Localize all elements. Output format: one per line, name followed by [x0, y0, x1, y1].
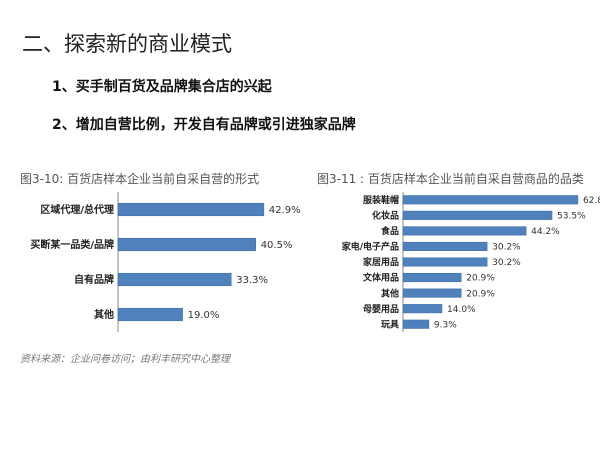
value-label: 20.9%	[466, 274, 495, 284]
bar	[402, 257, 488, 267]
category-label: 家居用品	[363, 256, 399, 268]
bar	[402, 304, 443, 314]
category-label: 化妆品	[372, 209, 399, 221]
category-label: 自有品牌	[74, 273, 114, 286]
category-label: 文体用品	[362, 272, 399, 284]
bar	[402, 273, 462, 283]
value-label: 30.2%	[492, 258, 521, 268]
bullet-point: 1、买手制百货及品牌集合店的兴起	[52, 79, 272, 95]
category-label: 服装鞋帽	[363, 194, 399, 206]
bar	[117, 272, 232, 287]
value-label: 62.8%	[583, 196, 600, 206]
bar	[402, 288, 462, 298]
bullet-point: 2、增加自营比例，开发自有品牌或引进独家品牌	[52, 117, 356, 133]
value-label: 19.0%	[188, 310, 220, 321]
category-label: 玩具	[381, 319, 399, 330]
value-label: 9.3%	[434, 320, 457, 330]
value-label: 40.5%	[261, 240, 293, 251]
bar	[402, 319, 430, 329]
bar-chart-categories: 服装鞋帽 62.8% 化妆品 53.5% 食品 44.2% 家电/电子产品 30.2% 家居用品…	[342, 192, 600, 332]
value-label: 14.0%	[447, 305, 476, 315]
bar	[402, 241, 488, 251]
chart-title: 图3-10: 百货店样本企业当前自采自营的形式	[20, 172, 260, 186]
bar	[402, 210, 553, 220]
slide-title: 二、探索新的商业模式	[22, 32, 232, 56]
bar	[117, 237, 256, 252]
value-label: 53.5%	[557, 211, 586, 221]
category-label: 食品	[380, 225, 399, 237]
category-label: 买断某一品类/品牌	[30, 238, 114, 251]
bar	[402, 195, 579, 205]
category-label: 区域代理/总代理	[40, 203, 114, 216]
value-label: 44.2%	[531, 227, 560, 237]
value-label: 20.9%	[466, 289, 495, 299]
value-label: 42.9%	[269, 205, 301, 216]
bar	[117, 307, 183, 322]
value-label: 30.2%	[492, 243, 521, 253]
category-label: 其他	[94, 308, 114, 321]
category-label: 其他	[381, 287, 399, 299]
category-label: 母婴用品	[363, 303, 399, 315]
value-label: 33.3%	[236, 275, 268, 286]
chart-title: 图3-11 : 百货店样本企业当前自采自营商品的品类	[317, 172, 584, 186]
bar	[117, 202, 265, 217]
bar-chart-forms: 区域代理/总代理 42.9% 买断某一品类/品牌 40.5% 自有品牌 33.3% 其他 19…	[30, 192, 301, 332]
source-note: 资料来源：企业问卷访问；由利丰研究中心整理	[20, 354, 230, 365]
category-label: 家电/电子产品	[342, 241, 399, 253]
bar	[402, 226, 527, 236]
